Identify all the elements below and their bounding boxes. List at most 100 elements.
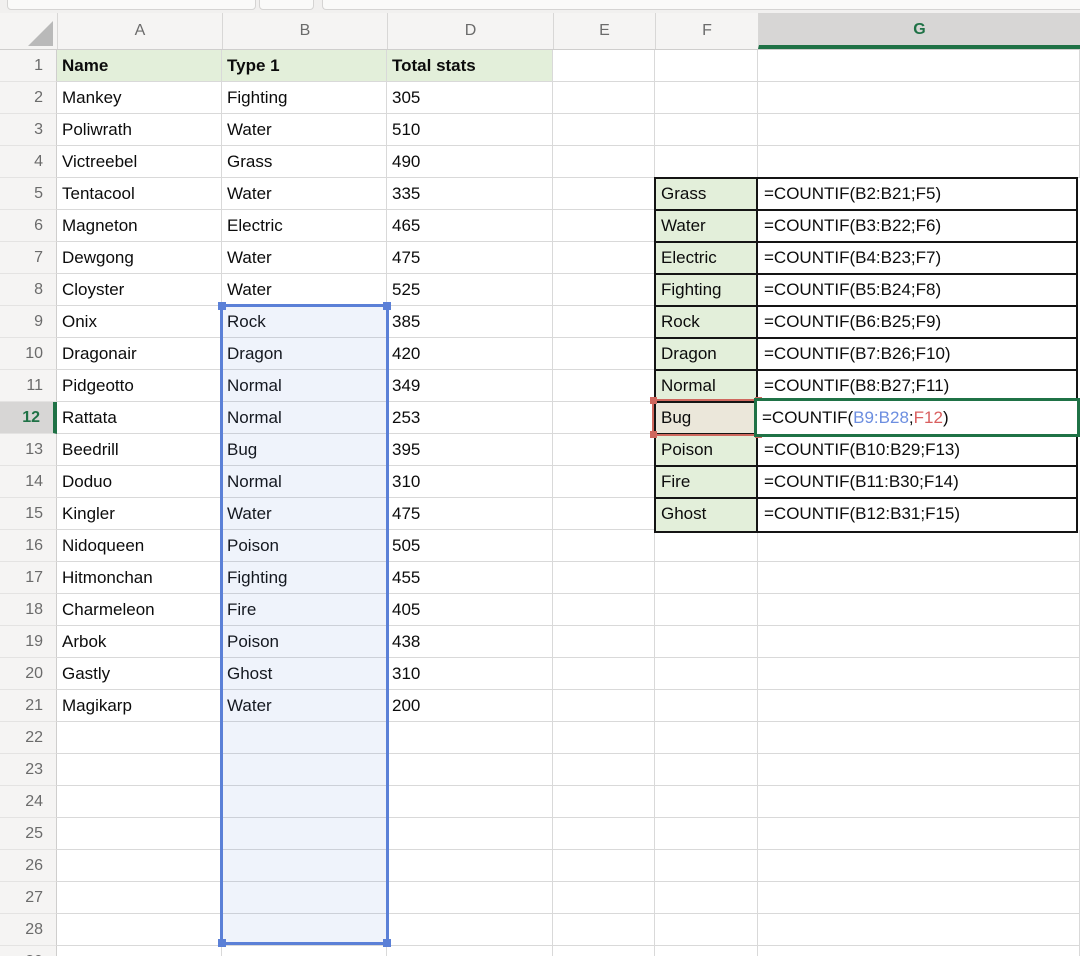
row-header-24[interactable]: 24 bbox=[0, 786, 57, 818]
cell-D25[interactable] bbox=[387, 818, 553, 850]
column-header-D[interactable]: D bbox=[387, 13, 553, 49]
cell-E16[interactable] bbox=[553, 530, 655, 562]
cell-G20[interactable] bbox=[758, 658, 1080, 690]
cell-E24[interactable] bbox=[553, 786, 655, 818]
cell-D7[interactable]: 475 bbox=[387, 242, 553, 274]
cell-B8[interactable]: Water bbox=[222, 274, 387, 306]
cell-E23[interactable] bbox=[553, 754, 655, 786]
cell-A8[interactable]: Cloyster bbox=[57, 274, 222, 306]
cell-F14[interactable]: Fire bbox=[656, 467, 758, 499]
cell-F8[interactable]: Fighting bbox=[656, 275, 758, 307]
cell-B4[interactable]: Grass bbox=[222, 146, 387, 178]
cell-G9[interactable]: =COUNTIF(B6:B25;F9) bbox=[758, 307, 1076, 339]
cell-G4[interactable] bbox=[758, 146, 1080, 178]
cell-F17[interactable] bbox=[655, 562, 758, 594]
cell-B12[interactable]: Normal bbox=[222, 402, 387, 434]
cell-E14[interactable] bbox=[553, 466, 655, 498]
cell-A4[interactable]: Victreebel bbox=[57, 146, 222, 178]
row-header-17[interactable]: 17 bbox=[0, 562, 57, 594]
cell-D9[interactable]: 385 bbox=[387, 306, 553, 338]
cell-F19[interactable] bbox=[655, 626, 758, 658]
cell-D19[interactable]: 438 bbox=[387, 626, 553, 658]
cell-G26[interactable] bbox=[758, 850, 1080, 882]
cell-B6[interactable]: Electric bbox=[222, 210, 387, 242]
cell-A28[interactable] bbox=[57, 914, 222, 946]
cell-G10[interactable]: =COUNTIF(B7:B26;F10) bbox=[758, 339, 1076, 371]
cell-B17[interactable]: Fighting bbox=[222, 562, 387, 594]
cell-E21[interactable] bbox=[553, 690, 655, 722]
cell-A27[interactable] bbox=[57, 882, 222, 914]
cell-F3[interactable] bbox=[655, 114, 758, 146]
cell-A15[interactable]: Kingler bbox=[57, 498, 222, 530]
cell-F4[interactable] bbox=[655, 146, 758, 178]
cell-A12[interactable]: Rattata bbox=[57, 402, 222, 434]
cell-D12[interactable]: 253 bbox=[387, 402, 553, 434]
cell-B5[interactable]: Water bbox=[222, 178, 387, 210]
cell-E5[interactable] bbox=[553, 178, 655, 210]
cell-E7[interactable] bbox=[553, 242, 655, 274]
cell-F15[interactable]: Ghost bbox=[656, 499, 758, 531]
cell-G23[interactable] bbox=[758, 754, 1080, 786]
cell-A14[interactable]: Doduo bbox=[57, 466, 222, 498]
cell-B14[interactable]: Normal bbox=[222, 466, 387, 498]
cell-D18[interactable]: 405 bbox=[387, 594, 553, 626]
row-header-11[interactable]: 11 bbox=[0, 370, 57, 402]
cell-F26[interactable] bbox=[655, 850, 758, 882]
cell-D24[interactable] bbox=[387, 786, 553, 818]
row-header-20[interactable]: 20 bbox=[0, 658, 57, 690]
row-header-2[interactable]: 2 bbox=[0, 82, 57, 114]
cell-F1[interactable] bbox=[655, 50, 758, 82]
cell-B27[interactable] bbox=[222, 882, 387, 914]
row-header-28[interactable]: 28 bbox=[0, 914, 57, 946]
cell-D27[interactable] bbox=[387, 882, 553, 914]
cell-D3[interactable]: 510 bbox=[387, 114, 553, 146]
cell-E15[interactable] bbox=[553, 498, 655, 530]
cell-G13[interactable]: =COUNTIF(B10:B29;F13) bbox=[758, 435, 1076, 467]
cell-A18[interactable]: Charmeleon bbox=[57, 594, 222, 626]
cell-D11[interactable]: 349 bbox=[387, 370, 553, 402]
row-header-26[interactable]: 26 bbox=[0, 850, 57, 882]
column-header-B[interactable]: B bbox=[222, 13, 387, 49]
cell-B18[interactable]: Fire bbox=[222, 594, 387, 626]
row-header-10[interactable]: 10 bbox=[0, 338, 57, 370]
cell-E19[interactable] bbox=[553, 626, 655, 658]
row-header-8[interactable]: 8 bbox=[0, 274, 57, 306]
cell-A1[interactable]: Name bbox=[57, 50, 222, 82]
cell-E13[interactable] bbox=[553, 434, 655, 466]
cell-A5[interactable]: Tentacool bbox=[57, 178, 222, 210]
cell-A2[interactable]: Mankey bbox=[57, 82, 222, 114]
cell-G1[interactable] bbox=[758, 50, 1080, 82]
row-header-4[interactable]: 4 bbox=[0, 146, 57, 178]
cell-G3[interactable] bbox=[758, 114, 1080, 146]
cell-F22[interactable] bbox=[655, 722, 758, 754]
cell-B7[interactable]: Water bbox=[222, 242, 387, 274]
cell-E6[interactable] bbox=[553, 210, 655, 242]
cell-A7[interactable]: Dewgong bbox=[57, 242, 222, 274]
cell-D20[interactable]: 310 bbox=[387, 658, 553, 690]
row-header-5[interactable]: 5 bbox=[0, 178, 57, 210]
cell-B22[interactable] bbox=[222, 722, 387, 754]
cell-B10[interactable]: Dragon bbox=[222, 338, 387, 370]
name-box[interactable] bbox=[7, 0, 256, 10]
cell-A21[interactable]: Magikarp bbox=[57, 690, 222, 722]
cell-D14[interactable]: 310 bbox=[387, 466, 553, 498]
cell-E9[interactable] bbox=[553, 306, 655, 338]
cell-G5[interactable]: =COUNTIF(B2:B21;F5) bbox=[758, 179, 1076, 211]
cell-E28[interactable] bbox=[553, 914, 655, 946]
column-header-A[interactable]: A bbox=[57, 13, 222, 49]
cell-E26[interactable] bbox=[553, 850, 655, 882]
row-header-16[interactable]: 16 bbox=[0, 530, 57, 562]
cell-B9[interactable]: Rock bbox=[222, 306, 387, 338]
cell-D28[interactable] bbox=[387, 914, 553, 946]
cell-D23[interactable] bbox=[387, 754, 553, 786]
cell-A6[interactable]: Magneton bbox=[57, 210, 222, 242]
cell-B23[interactable] bbox=[222, 754, 387, 786]
select-all-corner[interactable] bbox=[0, 13, 57, 49]
row-header-23[interactable]: 23 bbox=[0, 754, 57, 786]
row-header-3[interactable]: 3 bbox=[0, 114, 57, 146]
cell-E4[interactable] bbox=[553, 146, 655, 178]
cell-G6[interactable]: =COUNTIF(B3:B22;F6) bbox=[758, 211, 1076, 243]
cell-E25[interactable] bbox=[553, 818, 655, 850]
cell-B25[interactable] bbox=[222, 818, 387, 850]
row-header-13[interactable]: 13 bbox=[0, 434, 57, 466]
